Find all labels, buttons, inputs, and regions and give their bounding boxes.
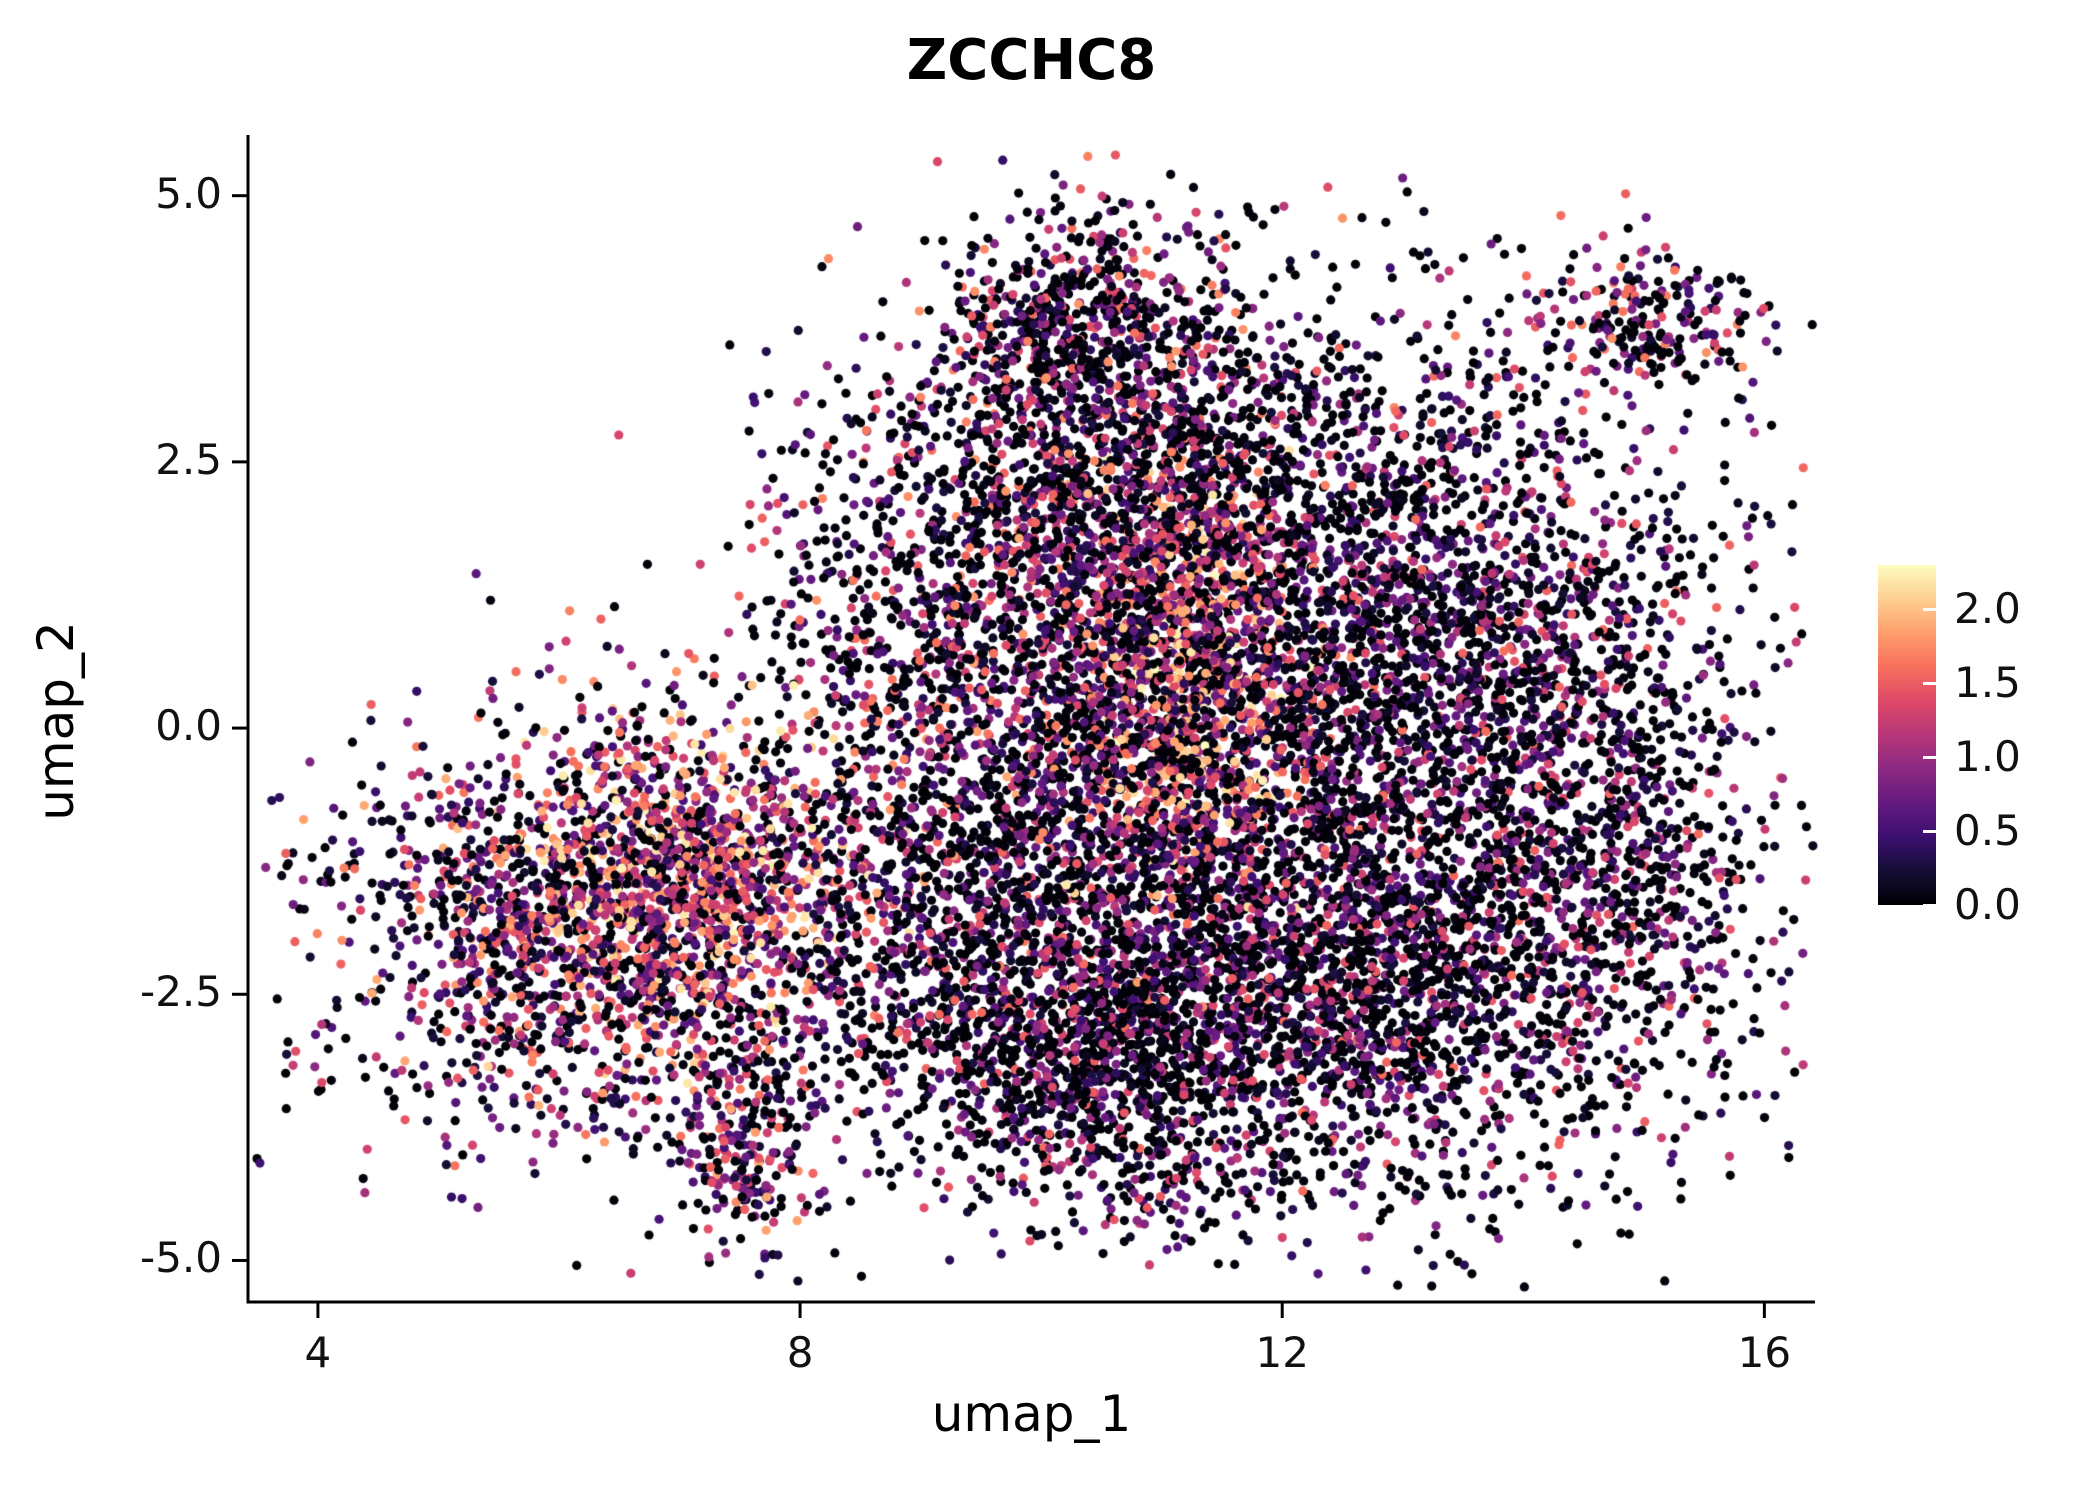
colorbar-tick-mark (1923, 607, 1936, 611)
colorbar-tick-label: 1.0 (1954, 732, 2021, 782)
colorbar-tick-label: 1.5 (1954, 658, 2021, 708)
y-tick-label: 2.5 (155, 434, 222, 484)
y-tick-label: 0.0 (155, 701, 222, 751)
colorbar-tick-mark (1923, 829, 1936, 833)
y-tick-label: -2.5 (140, 967, 222, 1017)
x-tick-label: 12 (1255, 1328, 1309, 1377)
colorbar-tick-mark (1923, 755, 1936, 759)
colorbar-gradient (1878, 565, 1936, 905)
colorbar-tick-mark (1923, 681, 1936, 685)
x-tick-label: 8 (786, 1328, 814, 1377)
y-axis-label: umap_2 (27, 621, 85, 821)
x-tick-label: 4 (304, 1328, 332, 1377)
y-tick-label: -5.0 (140, 1233, 222, 1283)
colorbar-tick-mark (1923, 903, 1936, 907)
x-axis-label: umap_1 (931, 1385, 1132, 1443)
colorbar-tick-label: 2.0 (1954, 584, 2021, 634)
colorbar-tick-label: 0.5 (1954, 806, 2021, 856)
y-tick-label: 5.0 (155, 168, 222, 218)
x-tick-label: 16 (1737, 1328, 1792, 1377)
colorbar-tick-label: 0.0 (1954, 880, 2021, 929)
